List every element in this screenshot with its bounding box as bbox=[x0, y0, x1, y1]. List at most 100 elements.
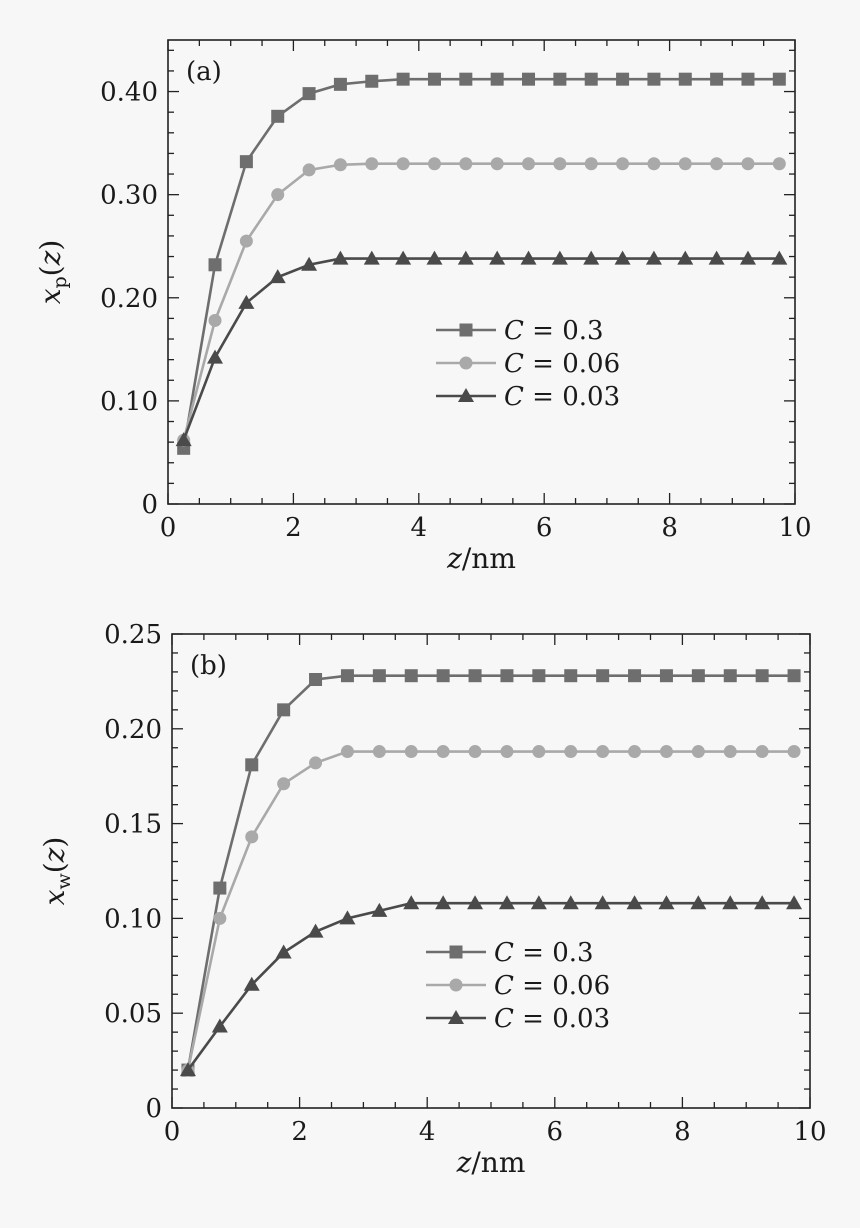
data-point bbox=[723, 669, 737, 683]
data-point bbox=[309, 673, 323, 687]
data-point bbox=[179, 1062, 196, 1077]
data-point bbox=[500, 669, 514, 683]
data-point bbox=[754, 895, 771, 910]
data-point bbox=[490, 72, 504, 86]
legend-entry: C = 0.3 bbox=[436, 316, 604, 346]
data-point bbox=[677, 250, 694, 265]
data-point bbox=[755, 745, 769, 759]
series-circle bbox=[181, 745, 801, 1077]
plot-frame bbox=[171, 633, 811, 1109]
legend-entry: C = 0.06 bbox=[436, 349, 620, 379]
data-point bbox=[739, 250, 756, 265]
data-point bbox=[647, 157, 661, 171]
x-axis-label: z/nm bbox=[456, 1146, 526, 1179]
x-tick-label: 6 bbox=[547, 1117, 564, 1147]
data-point bbox=[584, 72, 598, 86]
data-point bbox=[213, 911, 227, 925]
data-point bbox=[275, 944, 292, 959]
data-point bbox=[332, 250, 349, 265]
data-point bbox=[426, 250, 443, 265]
data-point bbox=[302, 87, 316, 101]
data-point bbox=[658, 895, 675, 910]
x-tick-label: 2 bbox=[291, 1117, 308, 1147]
data-point bbox=[772, 72, 786, 86]
series-square bbox=[177, 72, 786, 455]
legend-entry: C = 0.3 bbox=[426, 938, 594, 968]
data-point bbox=[787, 669, 801, 683]
data-point bbox=[238, 294, 255, 309]
data-point bbox=[596, 745, 610, 759]
legend-entry: C = 0.03 bbox=[436, 382, 620, 412]
data-point bbox=[207, 349, 224, 364]
data-point bbox=[710, 157, 724, 171]
data-point bbox=[659, 669, 673, 683]
series-line bbox=[186, 750, 795, 1071]
data-point bbox=[786, 895, 803, 910]
data-point bbox=[489, 250, 506, 265]
data-point bbox=[435, 895, 452, 910]
data-point bbox=[271, 109, 285, 123]
legend-marker bbox=[458, 388, 474, 402]
data-point bbox=[710, 72, 724, 86]
x-tick-label: 6 bbox=[536, 513, 553, 543]
data-point bbox=[520, 250, 537, 265]
data-point bbox=[309, 756, 323, 770]
data-point bbox=[771, 250, 788, 265]
data-point bbox=[277, 703, 291, 717]
data-point bbox=[213, 881, 227, 895]
legend-label: C = 0.3 bbox=[504, 316, 604, 346]
y-tick-label: 0 bbox=[141, 490, 158, 520]
data-point bbox=[239, 234, 253, 248]
data-point bbox=[243, 976, 260, 991]
data-point bbox=[459, 72, 473, 86]
x-tick-label: 10 bbox=[793, 1117, 826, 1147]
data-point bbox=[583, 250, 600, 265]
data-point bbox=[691, 745, 705, 759]
data-point bbox=[467, 895, 484, 910]
data-point bbox=[628, 669, 642, 683]
data-point bbox=[468, 669, 482, 683]
data-point bbox=[722, 895, 739, 910]
data-point bbox=[741, 157, 755, 171]
data-point bbox=[645, 250, 662, 265]
data-point bbox=[427, 72, 441, 86]
series-circle bbox=[177, 157, 786, 447]
x-tick-label: 0 bbox=[160, 513, 177, 543]
legend-label: C = 0.03 bbox=[504, 382, 620, 412]
data-point bbox=[584, 157, 598, 171]
x-tick-label: 4 bbox=[411, 513, 428, 543]
data-point bbox=[787, 745, 801, 759]
legend-marker bbox=[449, 945, 463, 959]
data-point bbox=[594, 895, 611, 910]
data-point bbox=[365, 74, 379, 88]
series-triangle bbox=[179, 895, 803, 1077]
data-point bbox=[626, 895, 643, 910]
data-point bbox=[175, 432, 192, 447]
data-point bbox=[340, 745, 354, 759]
data-point bbox=[302, 163, 316, 177]
data-point bbox=[365, 157, 379, 171]
legend-marker bbox=[448, 1010, 464, 1024]
data-point bbox=[532, 745, 546, 759]
series-square bbox=[181, 669, 801, 1077]
y-axis-label: xw(z) bbox=[38, 837, 75, 906]
series-triangle bbox=[175, 250, 788, 447]
data-point bbox=[403, 895, 420, 910]
data-point bbox=[614, 250, 631, 265]
data-point bbox=[269, 269, 286, 284]
legend-marker bbox=[459, 356, 473, 370]
data-point bbox=[372, 669, 386, 683]
data-point bbox=[459, 157, 473, 171]
data-point bbox=[208, 313, 222, 327]
legend-marker bbox=[449, 978, 463, 992]
y-tick-label: 0.20 bbox=[104, 715, 162, 745]
legend-label: C = 0.06 bbox=[504, 349, 620, 379]
data-point bbox=[616, 72, 630, 86]
data-point bbox=[500, 745, 514, 759]
y-tick-label: 0.15 bbox=[104, 810, 162, 840]
y-tick-label: 0.40 bbox=[100, 78, 158, 108]
series-line bbox=[186, 674, 795, 1071]
data-point bbox=[301, 256, 318, 271]
legend-label: C = 0.03 bbox=[494, 1004, 610, 1034]
x-tick-label: 10 bbox=[778, 513, 811, 543]
